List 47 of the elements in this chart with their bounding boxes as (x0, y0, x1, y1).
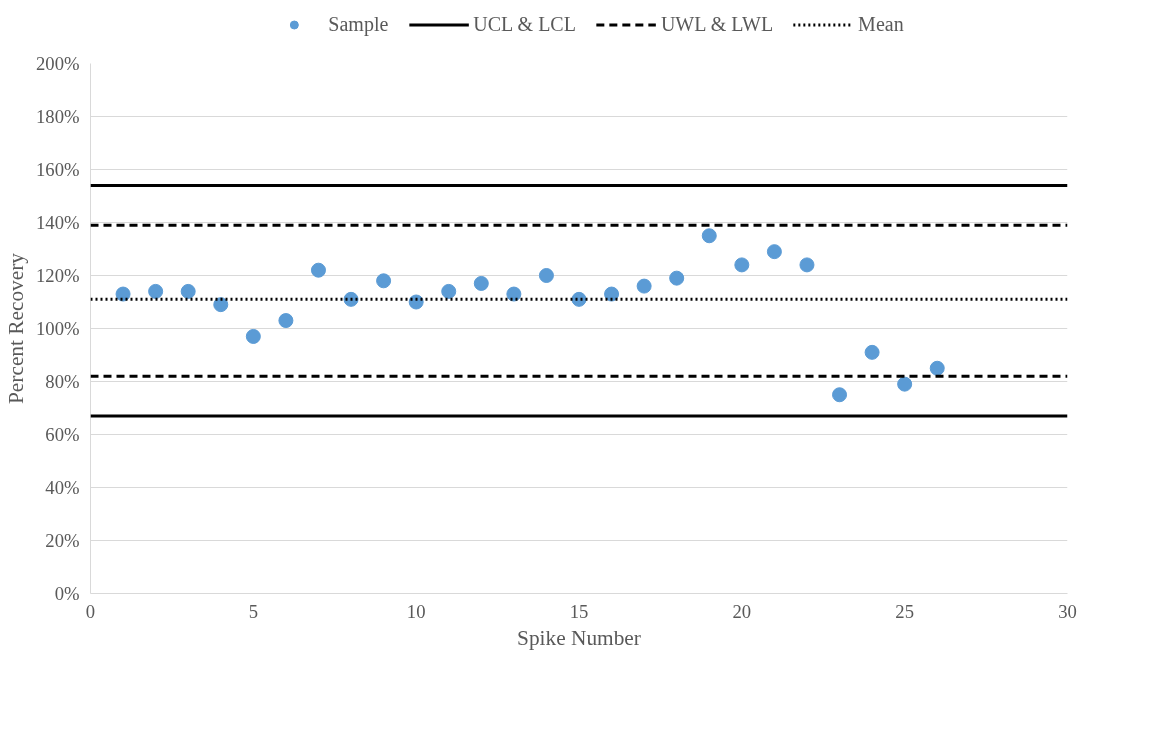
point (897, 376, 913, 392)
point (506, 286, 522, 302)
point (245, 328, 261, 344)
y-tick-label: 60% (45, 424, 80, 445)
x-tick-label: 30 (1058, 600, 1077, 622)
y-tick-label: 20% (45, 530, 80, 551)
point (734, 257, 750, 273)
x-tick-label: 15 (569, 600, 589, 622)
point (799, 257, 815, 273)
point (213, 297, 229, 313)
point (636, 278, 652, 294)
y-tick-label: 80% (45, 371, 80, 392)
y-tick-label: 160% (35, 159, 80, 180)
point (538, 268, 554, 283)
y-tick-label: 0% (54, 583, 80, 604)
y-tick-label: 140% (35, 212, 80, 233)
point (669, 270, 685, 286)
y-tick-label: 120% (35, 265, 80, 286)
point (278, 313, 294, 329)
y-tick-label: 200% (35, 53, 80, 74)
x-tick-label: 5 (248, 600, 258, 622)
y-tick-label: 40% (45, 477, 80, 498)
legend-label: UWL & LWL (660, 12, 774, 36)
point (473, 275, 489, 291)
x-axis-title: Spike Number (517, 625, 641, 650)
x-tick-label: 20 (732, 600, 752, 622)
legend-label: Sample (328, 12, 389, 36)
point (766, 244, 782, 260)
point (441, 283, 457, 299)
x-tick-label: 0 (85, 600, 96, 622)
y-axis-title: Percent Recovery (3, 252, 28, 404)
point (310, 262, 326, 278)
legend-label: UCL & LCL (473, 12, 576, 36)
point (115, 286, 131, 302)
point (376, 273, 392, 289)
y-tick-label: 100% (35, 318, 80, 339)
point (604, 286, 620, 302)
x-tick-label: 25 (895, 600, 914, 622)
x-tick-label: 10 (406, 600, 426, 622)
point (832, 387, 848, 403)
point (148, 283, 164, 299)
legend-label: Mean (858, 12, 904, 36)
point (701, 228, 717, 244)
point (929, 360, 945, 376)
point (180, 283, 196, 299)
y-tick-label: 180% (35, 106, 80, 127)
point (864, 344, 880, 360)
